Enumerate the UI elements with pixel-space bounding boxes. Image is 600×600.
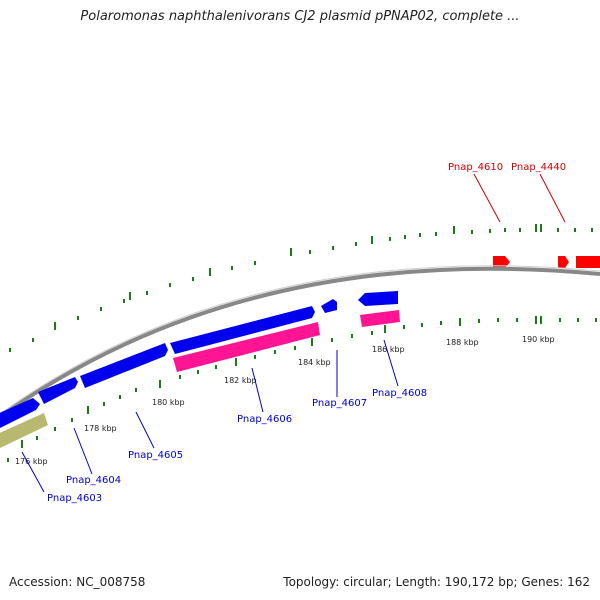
gene-arrow-next[interactable] [576,256,600,268]
gene-arrow-blue-6[interactable] [358,291,398,306]
scale-label: 178 kbp [84,424,117,433]
reverse-strand-genes [0,291,398,428]
gene-label-pnap-4606[interactable]: Pnap_4606 [237,414,292,425]
scale-label: 180 kbp [152,398,185,407]
outer-tick-ring [9,224,593,352]
plasmid-backbone-highlight [0,265,600,415]
leader-lines-reverse [21,339,399,493]
gene-arrow-pnap-4610[interactable] [493,256,510,268]
gene-bar-pnap-4606[interactable] [173,322,320,372]
gene-label-pnap-4603[interactable]: Pnap_4603 [47,493,102,504]
gene-arrow-blue-2[interactable] [38,377,78,404]
gene-label-pnap-4604[interactable]: Pnap_4604 [66,475,121,486]
gene-labels-reverse: Pnap_4603 Pnap_4604 Pnap_4605 Pnap_4606 … [47,388,427,504]
leader-line [383,339,399,387]
leader-line [473,173,501,223]
map-title: Polaromonas naphthalenivorans CJ2 plasmi… [80,9,520,24]
topology-summary: Topology: circular; Length: 190,172 bp; … [283,575,590,589]
gene-bar-pnap-4608[interactable] [360,310,400,327]
scale-label: 188 kbp [446,338,479,347]
gene-arrow-blue-1[interactable] [0,398,40,428]
gene-label-pnap-4440[interactable]: Pnap_4440 [511,162,566,173]
scale-label: 182 kbp [224,376,257,385]
scale-label: 184 kbp [298,358,331,367]
forward-strand-genes [493,256,600,268]
leader-line [21,451,45,493]
gene-label-pnap-4607[interactable]: Pnap_4607 [312,398,367,409]
gene-arrow-blue-4[interactable] [170,306,315,354]
plasmid-backbone [0,266,600,420]
leader-line [539,173,566,223]
scale-labels: 176 kbp 178 kbp 180 kbp 182 kbp 184 kbp … [15,335,555,466]
leader-line [251,367,264,413]
gene-label-pnap-4610[interactable]: Pnap_4610 [448,162,503,173]
leader-line [73,427,93,475]
gene-arrow-blue-3[interactable] [80,343,168,388]
inner-tick-ring [7,316,597,462]
pink-genes [173,310,400,372]
leader-lines-forward [473,173,566,223]
gene-arrow-blue-5[interactable] [321,299,337,313]
scale-label: 176 kbp [15,457,48,466]
gene-label-pnap-4605[interactable]: Pnap_4605 [128,450,183,461]
gene-arrow-pnap-4440[interactable] [558,256,569,268]
gene-label-pnap-4608[interactable]: Pnap_4608 [372,388,427,399]
scale-label: 186 kbp [372,345,405,354]
gene-labels-forward: Pnap_4610 Pnap_4440 [448,162,566,173]
gene-bar-olive[interactable] [0,413,48,448]
scale-label: 190 kbp [522,335,555,344]
leader-line [135,411,155,449]
accession-text: Accession: NC_008758 [9,575,146,589]
